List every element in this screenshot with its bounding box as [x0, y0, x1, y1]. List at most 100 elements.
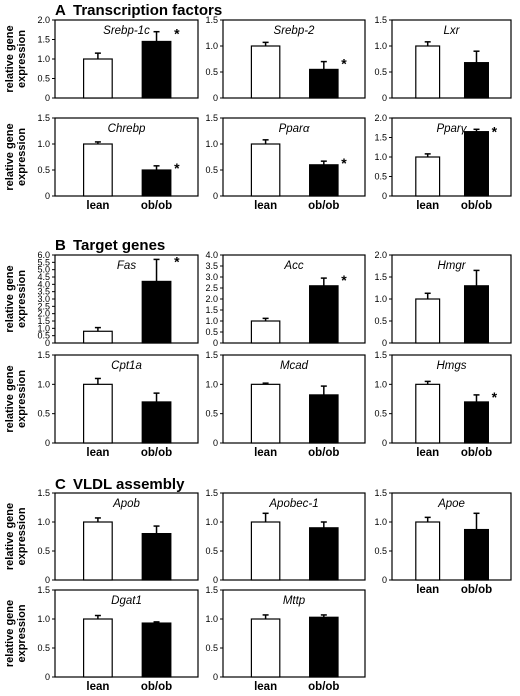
panel-gene-label: Srebp-2 [274, 25, 316, 37]
y-tick-label: 0 [45, 191, 50, 201]
bar-lean [415, 521, 441, 581]
y-tick-label: 1.5 [374, 488, 387, 498]
significance-marker: * [174, 26, 180, 42]
bar-obob [141, 280, 172, 344]
panel-frame [222, 492, 366, 581]
y-tick-label: 1.0 [37, 379, 50, 389]
y-tick-label: 0.5 [37, 331, 50, 341]
y-tick-label: 2.0 [374, 250, 387, 260]
y-tick-label: 0 [213, 338, 218, 348]
y-tick-label: 1.0 [374, 379, 387, 389]
bar-obob [463, 285, 489, 344]
bar-obob [309, 394, 339, 444]
y-tick-label: 0 [45, 672, 50, 682]
y-tick-label: 1.0 [205, 379, 218, 389]
y-tick-label: 1.0 [37, 54, 50, 64]
x-category-label: lean [254, 447, 277, 459]
significance-marker: * [341, 56, 347, 72]
panel-frame [222, 354, 366, 444]
y-tick-label: 1.0 [205, 614, 218, 624]
y-tick-label: 0.5 [37, 409, 50, 419]
significance-marker: * [492, 123, 498, 139]
bar-lean [250, 320, 281, 344]
x-category-label: lean [416, 447, 439, 459]
x-category-label: ob/ob [141, 681, 172, 693]
bar-obob [141, 169, 172, 197]
panel-gene-label: Apob [112, 498, 140, 510]
bar-obob [309, 68, 339, 99]
bar-obob [309, 616, 339, 678]
y-tick-label: 1.5 [37, 585, 50, 595]
bar-obob [141, 532, 172, 581]
y-tick-label: 1.5 [37, 113, 50, 123]
y-axis-label: relative geneexpression [4, 265, 28, 332]
y-tick-label: 1.5 [374, 15, 387, 25]
panel-gene-label: Hmgr [437, 260, 466, 272]
y-tick-label: 0 [382, 191, 387, 201]
x-category-label: lean [416, 584, 439, 596]
section-letter: C [55, 476, 66, 493]
y-tick-label: 4.0 [37, 279, 50, 289]
bar-lean [415, 383, 441, 444]
y-tick-label: 1.0 [205, 316, 218, 326]
significance-marker: * [341, 155, 347, 171]
panel-gene-label: Apoe [437, 498, 465, 510]
y-axis-label: relative geneexpression [4, 600, 28, 667]
panel-gene-label: Pparα [279, 123, 310, 135]
section-letter: B [55, 237, 66, 254]
x-category-label: lean [416, 200, 439, 212]
bar-obob [141, 40, 172, 99]
bar-obob [141, 401, 172, 444]
y-tick-label: 4.5 [37, 272, 50, 282]
y-tick-label: 0 [45, 93, 50, 103]
panel-gene-label: Cpt1a [111, 360, 142, 372]
y-tick-label: 1.0 [374, 517, 387, 527]
y-tick-label: 1.0 [205, 41, 218, 51]
y-tick-label: 0.5 [374, 172, 387, 182]
y-tick-label: 2.0 [205, 294, 218, 304]
y-axis-label: relative geneexpression [4, 365, 28, 432]
y-tick-label: 2.0 [37, 15, 50, 25]
y-tick-label: 1.5 [205, 15, 218, 25]
y-tick-label: 1.0 [374, 294, 387, 304]
x-category-label: ob/ob [308, 681, 339, 693]
y-axis-label: relative geneexpression [4, 503, 28, 570]
y-tick-label: 1.5 [374, 350, 387, 360]
bar-lean [250, 383, 281, 444]
y-tick-label: 1.0 [205, 517, 218, 527]
section-title: Target genes [73, 237, 165, 254]
bar-obob [463, 401, 489, 444]
y-tick-label: 0.5 [205, 643, 218, 653]
y-tick-label: 0.5 [374, 316, 387, 326]
panel-gene-label: Apobec-1 [268, 498, 318, 510]
y-tick-label: 0 [45, 338, 50, 348]
y-tick-label: 3.5 [37, 287, 50, 297]
y-axis-label: relative geneexpression [4, 123, 28, 190]
bar-lean [250, 143, 281, 197]
bar-lean [82, 521, 113, 581]
x-category-label: lean [254, 200, 277, 212]
y-tick-label: 0.5 [37, 643, 50, 653]
y-tick-label: 1.5 [205, 350, 218, 360]
bar-lean [82, 618, 113, 678]
y-tick-label: 5.0 [37, 265, 50, 275]
y-tick-label: 0 [213, 438, 218, 448]
y-tick-label: 0 [213, 191, 218, 201]
bar-obob [309, 285, 339, 344]
panel-frame [391, 19, 512, 99]
bar-lean [250, 45, 281, 99]
panel-gene-label: Srebp-1c [103, 25, 150, 37]
y-tick-label: 1.5 [205, 305, 218, 315]
y-tick-label: 1.5 [205, 488, 218, 498]
bar-lean [82, 58, 113, 99]
panel-gene-label: Fas [117, 260, 136, 272]
x-category-label: lean [254, 681, 277, 693]
y-tick-label: 2.5 [37, 301, 50, 311]
y-tick-label: 5.5 [37, 257, 50, 267]
bar-lean [415, 298, 441, 344]
x-category-label: ob/ob [141, 200, 172, 212]
y-tick-label: 0 [45, 438, 50, 448]
y-tick-label: 1.5 [37, 35, 50, 45]
bar-lean [82, 330, 113, 344]
